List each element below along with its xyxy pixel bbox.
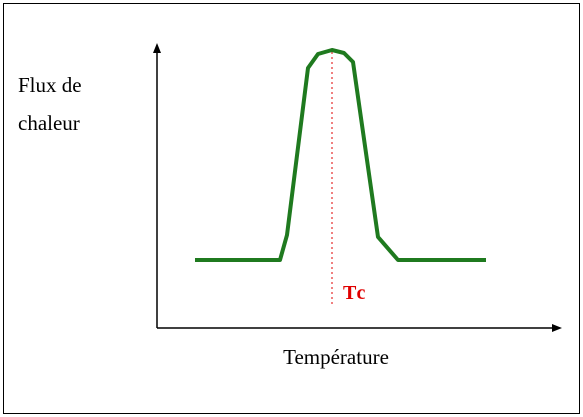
x-axis-arrow: [552, 324, 562, 332]
y-axis-arrow: [153, 43, 161, 53]
x-axis-label: Température: [283, 345, 389, 369]
y-axis-label: chaleur: [18, 111, 80, 135]
heat-flow-curve: [195, 48, 486, 262]
y-axis-label: Flux de: [18, 73, 82, 97]
peak-label: Tc: [343, 282, 367, 304]
